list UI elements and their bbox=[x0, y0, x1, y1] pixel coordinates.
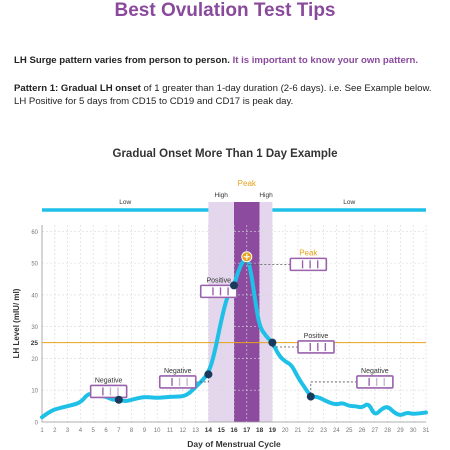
intro-pattern-text: of 1 greater than 1-day duration (2-6 da… bbox=[140, 83, 432, 94]
x-tick-label: 11 bbox=[167, 428, 174, 434]
page-title: Best Ovulation Test Tips bbox=[114, 0, 336, 21]
y-tick-label: 60 bbox=[31, 230, 38, 236]
intro-paragraph-1: LH Surge pattern varies from person to p… bbox=[14, 54, 442, 67]
x-tick-label: 19 bbox=[269, 427, 277, 434]
annotation-label-negative: Negative bbox=[361, 368, 389, 375]
intro-highlight-text: It is important to know your own pattern… bbox=[232, 55, 419, 66]
x-tick-label: 30 bbox=[410, 428, 417, 434]
phase-label-low: Low bbox=[119, 199, 131, 206]
x-tick-label: 20 bbox=[282, 428, 289, 434]
x-tick-label: 31 bbox=[423, 428, 430, 434]
x-tick-label: 28 bbox=[384, 428, 391, 434]
threshold-label: 25 bbox=[31, 340, 39, 347]
x-tick-label: 23 bbox=[320, 428, 327, 434]
chart-title: Gradual Onset More Than 1 Day Example bbox=[113, 148, 338, 160]
phase-label-low: Low bbox=[343, 199, 355, 206]
x-tick-label: 4 bbox=[79, 428, 83, 434]
annotation-label-negative: Negative bbox=[164, 368, 192, 375]
intro-positive-days-text: LH Positive for 5 days from CD15 to CD19… bbox=[14, 96, 294, 107]
x-tick-label: 13 bbox=[192, 428, 199, 434]
y-tick-label: 0 bbox=[35, 421, 39, 427]
data-marker bbox=[268, 338, 277, 347]
x-tick-label: 17 bbox=[243, 427, 251, 434]
intro-pattern-label: Pattern 1: Gradual LH onset bbox=[14, 83, 141, 94]
annotation-label-negative: Negative bbox=[95, 377, 123, 384]
x-tick-label: 15 bbox=[218, 427, 226, 434]
test-strip-negative bbox=[356, 375, 394, 389]
y-tick-label: 20 bbox=[31, 357, 38, 363]
x-tick-label: 12 bbox=[179, 428, 186, 434]
test-strip-peak bbox=[289, 257, 328, 272]
y-tick-label: 10 bbox=[31, 389, 38, 395]
phase-band-high bbox=[259, 202, 273, 422]
x-tick-label: 6 bbox=[104, 428, 108, 434]
data-marker bbox=[230, 281, 238, 290]
data-marker bbox=[114, 395, 123, 404]
x-tick-label: 26 bbox=[359, 428, 366, 434]
x-tick-label: 9 bbox=[143, 428, 147, 434]
x-tick-label: 14 bbox=[205, 427, 213, 434]
phase-label-peak: Peak bbox=[238, 179, 257, 188]
lh-chart: Gradual Onset More Than 1 Day Example Low… bbox=[12, 148, 430, 449]
annotation-label-positive: Positive bbox=[206, 277, 231, 284]
data-marker bbox=[306, 392, 315, 401]
x-axis-label: Day of Menstrual Cycle bbox=[187, 439, 281, 449]
x-tick-label: 25 bbox=[346, 428, 353, 434]
x-tick-label: 18 bbox=[256, 427, 264, 434]
x-tick-label: 1 bbox=[40, 428, 44, 434]
test-strip-positive bbox=[297, 340, 335, 354]
y-axis-label: LH Level (mIU/ ml) bbox=[12, 288, 21, 358]
intro-paragraph-2: Pattern 1: Gradual LH onset of 1 greater… bbox=[14, 82, 442, 108]
test-strip-negative bbox=[89, 384, 128, 399]
x-tick-label: 21 bbox=[295, 428, 302, 434]
data-marker bbox=[204, 370, 213, 379]
annotation-label-positive: Positive bbox=[304, 333, 329, 340]
x-tick-label: 22 bbox=[307, 428, 314, 434]
x-tick-label: 27 bbox=[371, 428, 378, 434]
test-strip-negative bbox=[158, 375, 197, 389]
y-tick-label: 50 bbox=[31, 262, 38, 268]
x-tick-label: 29 bbox=[397, 428, 404, 434]
annotation-label-peak: Peak bbox=[299, 248, 318, 257]
intro-surge-text: LH Surge pattern varies from person to p… bbox=[14, 55, 233, 66]
x-tick-label: 7 bbox=[117, 428, 121, 434]
x-tick-label: 8 bbox=[130, 428, 134, 434]
x-tick-label: 3 bbox=[66, 428, 70, 434]
x-tick-label: 2 bbox=[53, 428, 57, 434]
y-tick-label: 30 bbox=[31, 325, 38, 331]
phase-label-high: High bbox=[215, 192, 229, 199]
phase-label-high: High bbox=[259, 192, 273, 199]
x-tick-label: 10 bbox=[154, 428, 161, 434]
x-tick-label: 5 bbox=[92, 428, 96, 434]
x-tick-label: 16 bbox=[230, 427, 238, 434]
annotation-connector bbox=[310, 381, 357, 397]
x-tick-label: 24 bbox=[333, 428, 340, 434]
y-tick-label: 40 bbox=[31, 293, 38, 299]
